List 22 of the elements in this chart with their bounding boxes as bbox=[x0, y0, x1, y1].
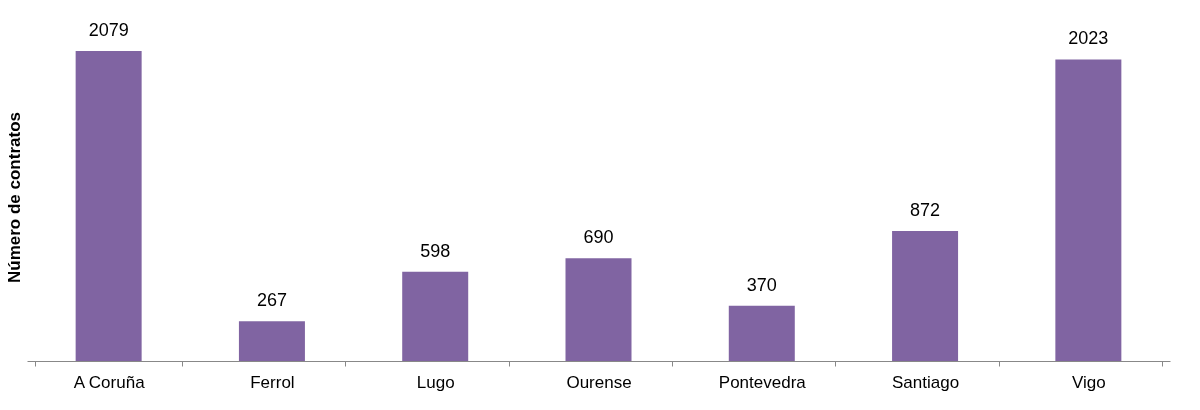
bar bbox=[892, 230, 959, 361]
x-tick-label: Pontevedra bbox=[718, 372, 807, 392]
x-tick-label: Santiago bbox=[892, 372, 960, 392]
y-axis-title: Número de contratos bbox=[4, 112, 24, 283]
data-label: 598 bbox=[420, 240, 451, 261]
bar bbox=[565, 258, 632, 361]
bar bbox=[75, 51, 142, 361]
bar bbox=[1055, 59, 1122, 361]
data-label: 267 bbox=[256, 290, 287, 311]
bar bbox=[402, 271, 469, 361]
x-tick-label: Lugo bbox=[416, 372, 455, 392]
x-tick-label: Vigo bbox=[1072, 372, 1106, 392]
bar bbox=[238, 321, 305, 361]
x-tick-label: A Coruña bbox=[73, 372, 146, 392]
bar bbox=[728, 305, 795, 361]
x-tick-label: Ferrol bbox=[250, 372, 295, 392]
data-label: 370 bbox=[746, 274, 777, 295]
data-label: 2023 bbox=[1068, 28, 1109, 49]
data-label: 690 bbox=[583, 227, 614, 248]
data-label: 872 bbox=[910, 199, 941, 220]
x-tick-label: Ourense bbox=[566, 372, 632, 392]
data-label: 2079 bbox=[88, 20, 129, 41]
